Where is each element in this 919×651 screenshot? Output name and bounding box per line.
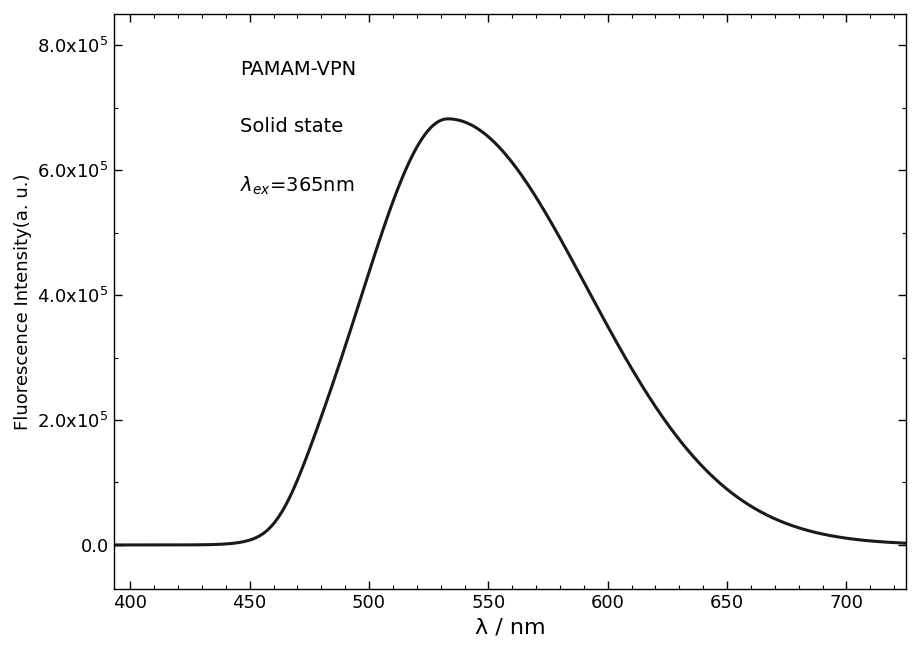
X-axis label: λ / nm: λ / nm bbox=[474, 617, 545, 637]
Y-axis label: Fluorescence Intensity(a. u.): Fluorescence Intensity(a. u.) bbox=[14, 173, 32, 430]
Text: PAMAM-VPN: PAMAM-VPN bbox=[240, 60, 357, 79]
Text: $\lambda_{ex}$=365nm: $\lambda_{ex}$=365nm bbox=[240, 175, 355, 197]
Text: Solid state: Solid state bbox=[240, 117, 344, 136]
